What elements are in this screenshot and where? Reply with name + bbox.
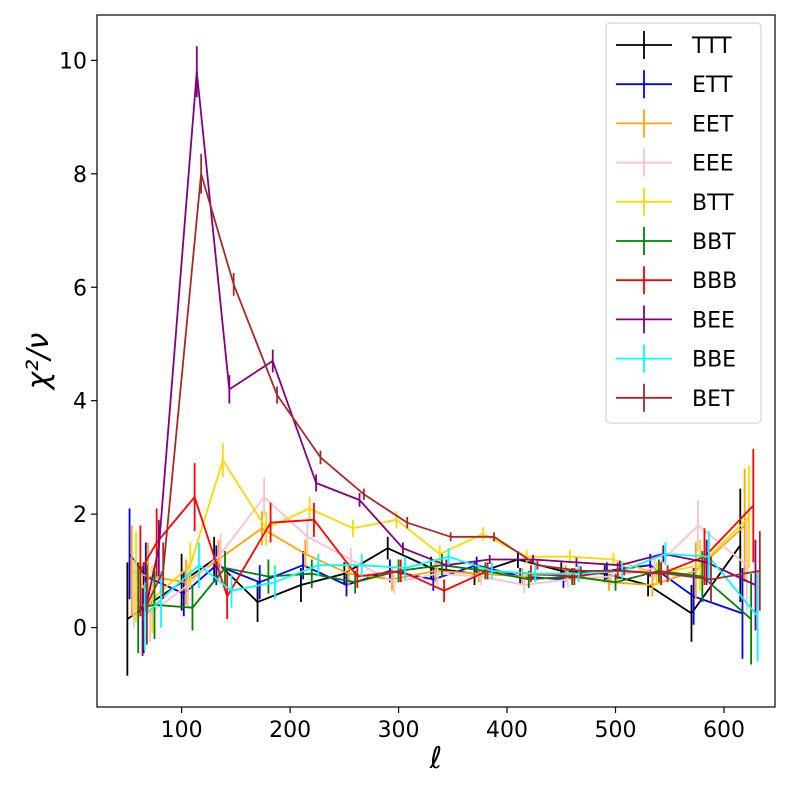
legend-entry-bet: BET	[616, 383, 735, 412]
series-line	[146, 172, 760, 606]
series-line	[144, 553, 759, 617]
y-tick-label: 4	[73, 390, 87, 415]
legend-label: BEE	[692, 308, 735, 333]
legend-entry-ett: ETT	[616, 70, 733, 99]
legend-entry-bbe: BBE	[616, 344, 736, 373]
x-tick-label: 400	[486, 718, 528, 743]
legend-label: EEE	[692, 152, 734, 177]
series-bee	[141, 46, 757, 656]
x-axis: 100 200 300 400 500 600	[161, 707, 745, 743]
plot-marks	[126, 46, 761, 676]
series-line	[138, 564, 752, 620]
legend-label: BTT	[692, 191, 734, 216]
y-tick-label: 0	[73, 617, 87, 642]
y-tick-label: 2	[73, 503, 87, 528]
legend-box	[605, 22, 762, 424]
x-axis-label: ℓ	[429, 741, 442, 776]
y-axis-label: χ²/ν	[21, 332, 56, 391]
legend-entry-btt: BTT	[616, 187, 734, 216]
legend-label: BBT	[692, 230, 736, 255]
legend-entry-eet: EET	[616, 109, 734, 138]
x-tick-label: 300	[378, 718, 420, 743]
y-tick-label: 10	[59, 49, 87, 74]
x-tick-label: 600	[703, 718, 745, 743]
series-bet	[146, 153, 761, 645]
x-tick-label: 500	[595, 718, 637, 743]
legend-entry-bee: BEE	[616, 305, 735, 334]
legend-label: TTT	[691, 34, 732, 59]
x-tick-label: 100	[161, 718, 203, 743]
legend-label: EET	[692, 112, 734, 137]
legend-label: BET	[692, 387, 735, 412]
legend-label: ETT	[692, 73, 733, 98]
legend-label: BBB	[692, 269, 737, 294]
legend-entry-ttt: TTT	[616, 31, 732, 59]
plot-frame	[96, 14, 776, 708]
series-line	[141, 70, 756, 623]
legend-entry-bbb: BBB	[616, 266, 737, 295]
legend-entry-bbt: BBT	[616, 227, 736, 255]
series-eet	[130, 468, 746, 617]
y-tick-label: 8	[73, 163, 87, 188]
y-axis: 0 2 4 6 8 10	[59, 49, 97, 642]
series-bbt	[137, 551, 753, 665]
x-tick-label: 200	[269, 718, 311, 743]
legend-label: BBE	[692, 348, 736, 373]
series-bbe	[143, 531, 759, 662]
legend-entry-eee: EEE	[616, 148, 734, 177]
legend: TTT ETT EET EEE BTT BBT BBB BEE BBE BET	[605, 22, 762, 424]
y-tick-label: 6	[73, 276, 87, 301]
